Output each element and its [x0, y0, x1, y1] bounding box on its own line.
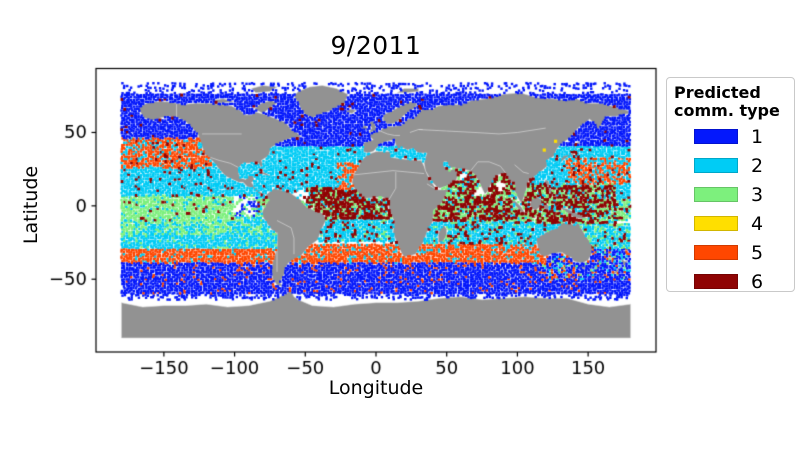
legend-label-5: 5 — [751, 241, 764, 264]
legend-label-6: 6 — [751, 270, 764, 293]
legend-label-1: 1 — [751, 125, 764, 148]
legend-item-5: 5 — [667, 238, 794, 267]
legend-item-3: 3 — [667, 180, 794, 209]
legend-swatch-3 — [694, 187, 738, 202]
legend-item-1: 1 — [667, 122, 794, 151]
legend-swatch-2 — [694, 158, 738, 173]
legend: Predicted comm. type 1 2 3 4 5 — [666, 77, 795, 293]
legend-label-3: 3 — [751, 183, 764, 206]
legend-swatch-5 — [694, 245, 738, 260]
legend-label-4: 4 — [751, 212, 764, 235]
legend-label-2: 2 — [751, 154, 764, 177]
legend-title: Predicted comm. type — [674, 83, 780, 120]
legend-item-4: 4 — [667, 209, 794, 238]
legend-rows: 1 2 3 4 5 6 — [667, 122, 794, 296]
legend-swatch-6 — [694, 274, 738, 289]
chart-title: 9/2011 — [330, 31, 422, 60]
legend-item-2: 2 — [667, 151, 794, 180]
legend-item-6: 6 — [667, 267, 794, 296]
x-axis-label: Longitude — [328, 377, 424, 399]
legend-swatch-4 — [694, 216, 738, 231]
y-axis-label: Latitude — [20, 165, 42, 245]
legend-swatch-1 — [694, 129, 738, 144]
